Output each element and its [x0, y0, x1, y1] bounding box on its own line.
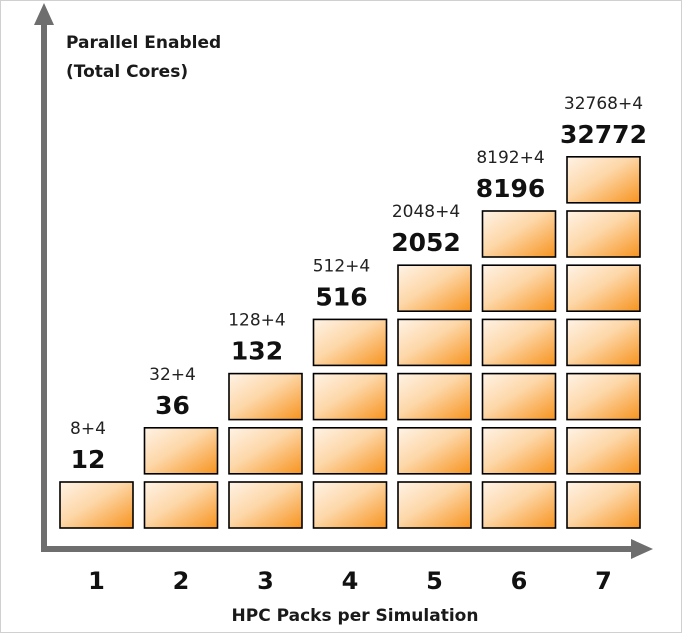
bar-block-col5-2	[397, 426, 472, 475]
bar-block-col6-3	[481, 372, 557, 421]
bar-block-col4-4	[312, 318, 388, 367]
x-tick-label: 3	[257, 567, 274, 595]
y-axis-label-line-1: Parallel Enabled	[66, 33, 221, 53]
bar-block-col2-2	[143, 426, 219, 475]
x-tick-label: 5	[426, 567, 443, 595]
bar-block-col7-6	[566, 210, 641, 258]
total-cores-label: 2052	[391, 228, 461, 257]
bar-block-col5-5	[397, 264, 472, 313]
bar-block-col7-1	[566, 481, 641, 529]
total-cores-label: 132	[231, 337, 283, 366]
bar-block-col7-7	[566, 156, 641, 204]
bar-block-col6-2	[481, 426, 557, 475]
total-cores-label: 32772	[560, 120, 647, 149]
bar-block-col6-4	[481, 318, 557, 367]
bar-block-col7-4	[566, 318, 641, 367]
bar-block-col5-1	[397, 481, 472, 529]
core-formula-label: 32+4	[149, 365, 196, 385]
x-tick-label: 2	[173, 567, 190, 595]
bar-block-col4-3	[312, 372, 388, 421]
bar-block-col4-2	[312, 426, 388, 475]
bar-block-col1-1	[59, 481, 134, 529]
total-cores-label: 8196	[476, 174, 546, 203]
core-formula-label: 2048+4	[392, 202, 460, 222]
bar-block-col3-2	[228, 426, 303, 475]
bar-block-col5-4	[397, 318, 472, 367]
bar-block-col3-1	[228, 481, 303, 529]
x-axis-arrow	[631, 539, 653, 559]
x-tick-label: 1	[88, 567, 105, 595]
bar-block-col4-1	[312, 481, 388, 529]
bar-block-col6-5	[481, 264, 557, 313]
x-tick-label: 7	[595, 567, 612, 595]
core-formula-label: 8+4	[70, 419, 106, 439]
x-axis-label: HPC Packs per Simulation	[232, 606, 479, 626]
bar-block-col7-5	[566, 264, 641, 313]
bar-block-col5-3	[397, 372, 472, 421]
core-formula-label: 8192+4	[476, 148, 544, 168]
chart-marks: 1 8+4 12 2 32+4 36 3 128+4 132 4 512+4 516 5 2048+4 20…	[59, 94, 647, 595]
bar-block-col7-3	[566, 372, 641, 421]
core-formula-label: 512+4	[313, 256, 371, 276]
x-tick-label: 4	[342, 567, 359, 595]
bar-block-col3-3	[228, 372, 303, 421]
core-formula-label: 128+4	[228, 311, 286, 331]
total-cores-label: 36	[155, 391, 190, 420]
y-axis-label-line-2: (Total Cores)	[66, 62, 188, 82]
total-cores-label: 516	[315, 282, 367, 311]
core-formula-label: 32768+4	[564, 94, 643, 114]
bar-block-col6-1	[481, 481, 557, 529]
total-cores-label: 12	[71, 445, 106, 474]
bar-block-col6-6	[481, 210, 557, 258]
bar-block-col7-2	[566, 426, 641, 475]
x-tick-label: 6	[511, 567, 528, 595]
y-axis-arrow	[34, 3, 54, 25]
bar-block-col2-1	[143, 481, 219, 529]
